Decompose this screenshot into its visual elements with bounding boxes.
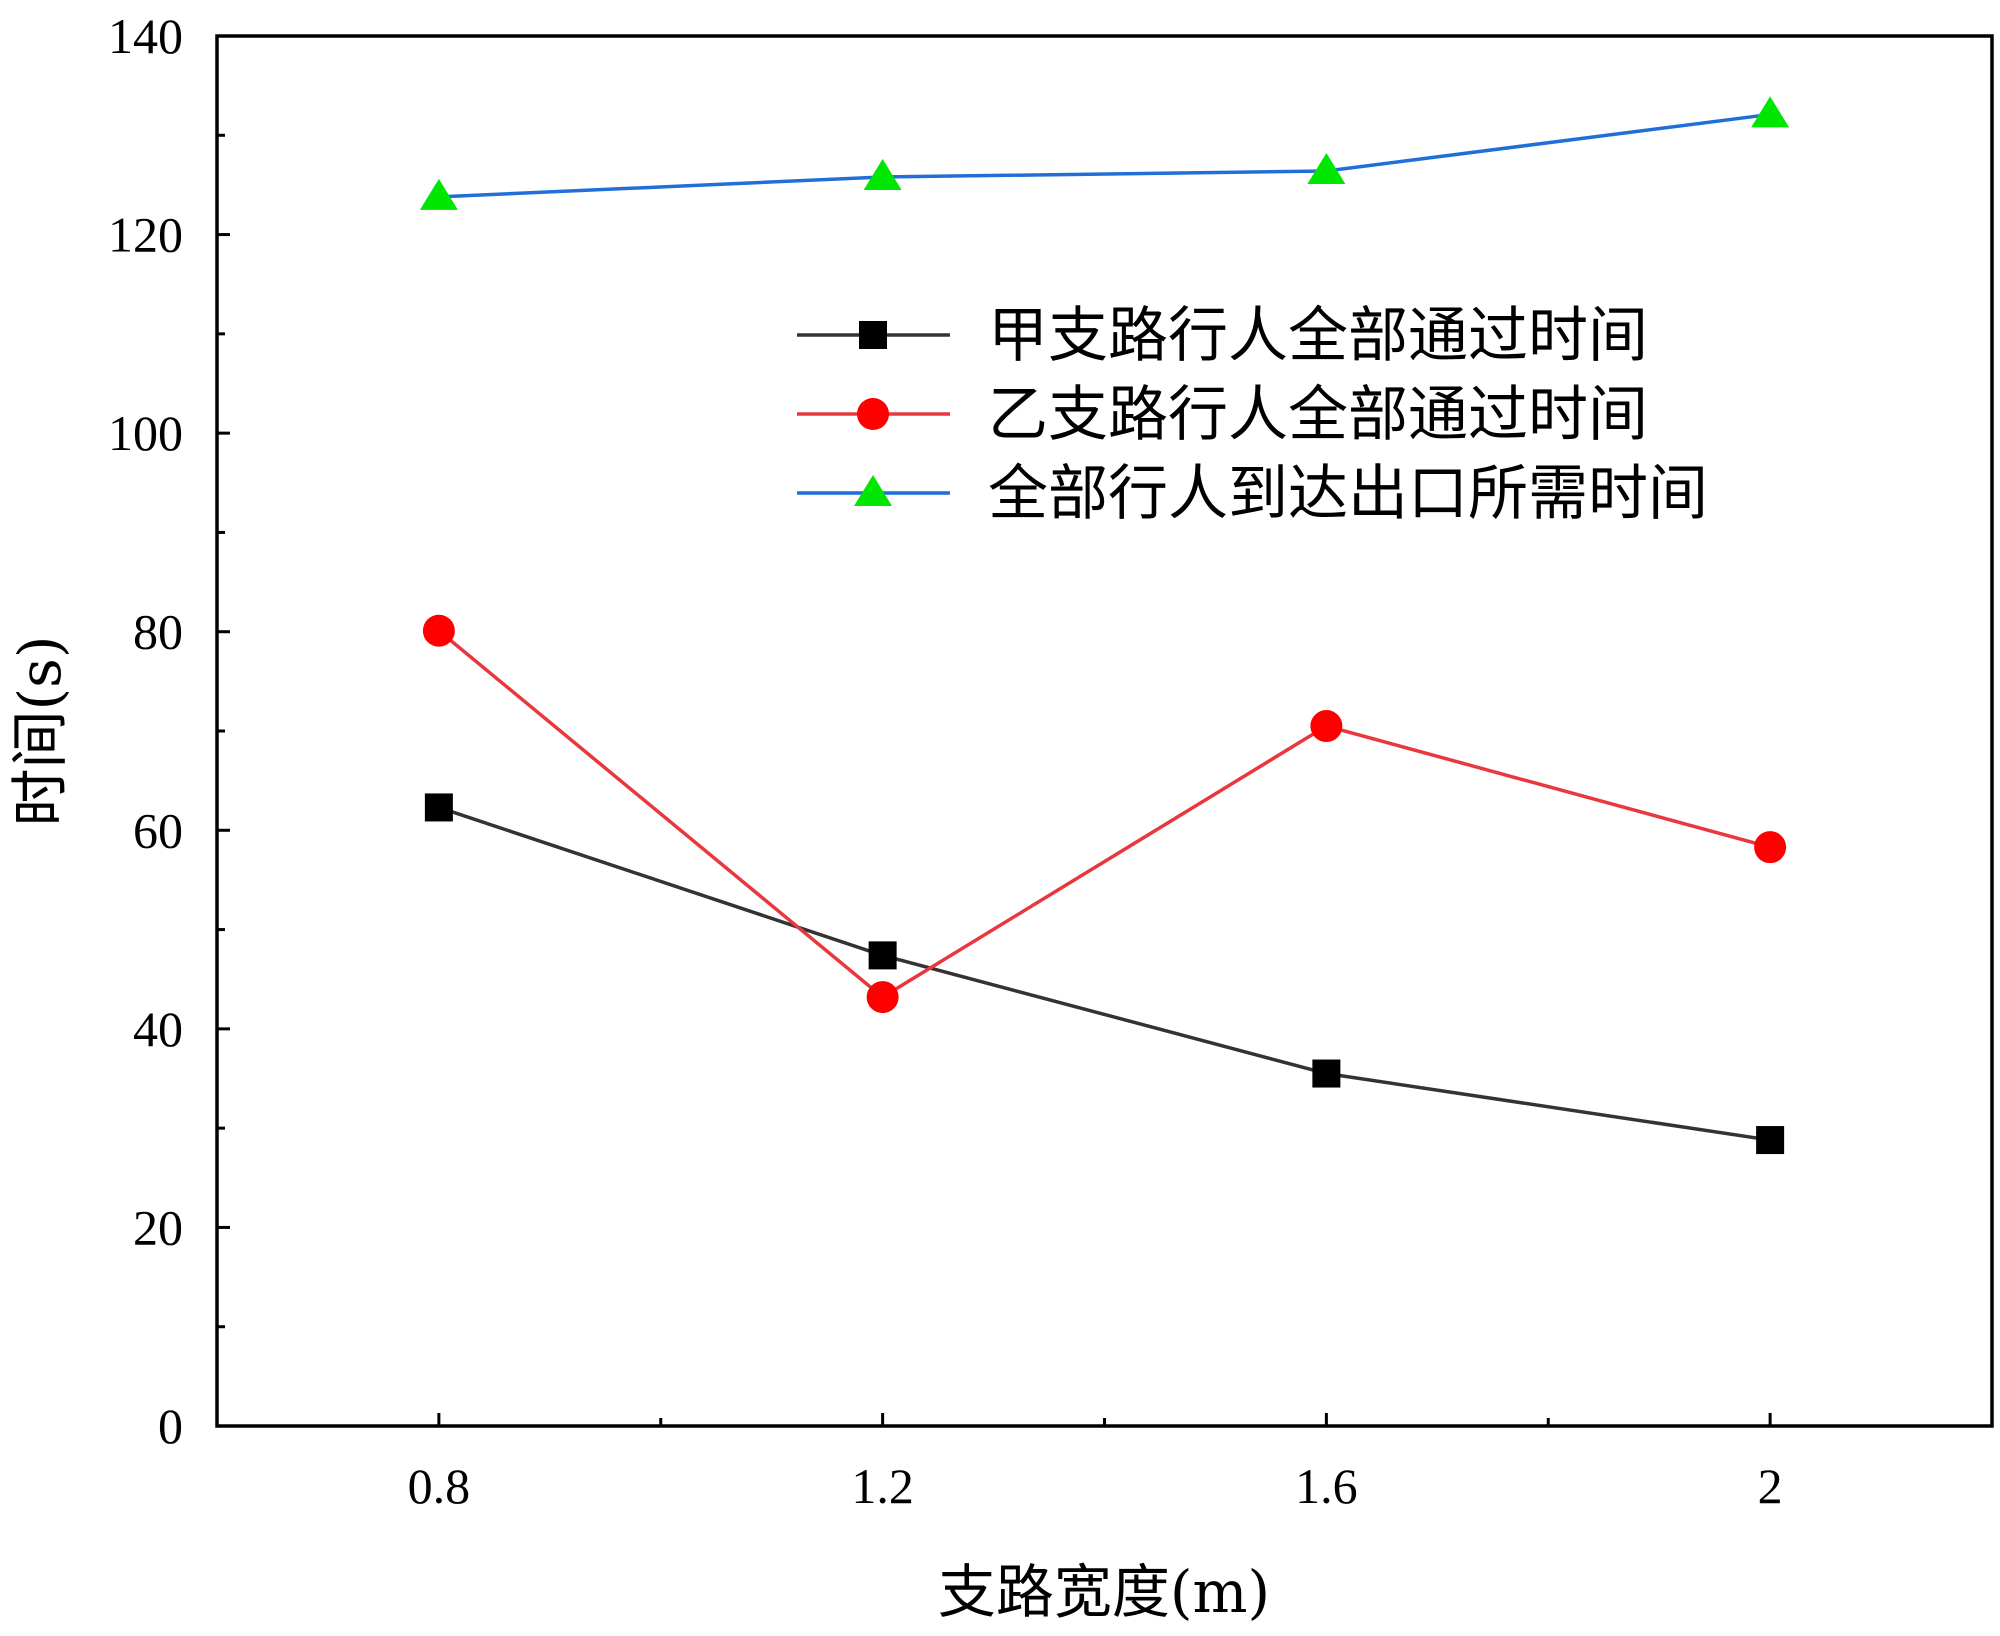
legend-item: 乙支路行人全部通过时间 <box>797 380 1648 450</box>
legend-marker <box>854 475 892 506</box>
data-point <box>866 981 899 1014</box>
y-tick-label: 0 <box>158 1398 183 1454</box>
x-axis-title: 支路宽度(m) <box>938 1558 1270 1626</box>
x-axis: 0.8 1.2 1.6 2 <box>408 1413 1783 1514</box>
legend-item: 全部行人到达出口所需时间 <box>797 459 1708 529</box>
x-tick-label: 2 <box>1758 1458 1783 1514</box>
y-tick-label: 140 <box>108 8 183 64</box>
data-point <box>868 941 897 970</box>
series-layer <box>419 96 1790 1155</box>
y-axis-title: 时间(s) <box>6 635 74 826</box>
data-point <box>1751 96 1790 128</box>
y-axis: 0 20 40 60 80 100 120 140 <box>108 8 230 1454</box>
x-tick-label: 1.2 <box>851 1458 914 1514</box>
legend-label: 甲支路行人全部通过时间 <box>988 301 1648 371</box>
data-point <box>1312 1059 1341 1088</box>
x-tick-label: 0.8 <box>408 1458 471 1514</box>
plot-frame <box>215 34 1994 1428</box>
data-point <box>1754 831 1787 864</box>
y-tick-label: 100 <box>108 405 183 461</box>
series-1 <box>424 793 1785 1155</box>
y-tick-label: 80 <box>133 604 183 660</box>
data-point <box>1307 153 1346 185</box>
y-tick-label: 40 <box>133 1001 183 1057</box>
y-tick-label: 120 <box>108 207 183 263</box>
legend-item: 甲支路行人全部通过时间 <box>797 301 1648 371</box>
legend-label: 乙支路行人全部通过时间 <box>988 380 1648 450</box>
series-3 <box>419 96 1790 210</box>
series-2 <box>422 614 1787 1014</box>
data-point <box>1756 1126 1785 1155</box>
y-tick-label: 60 <box>133 802 183 858</box>
data-point <box>1310 710 1343 743</box>
data-point <box>419 178 458 210</box>
legend-marker <box>857 398 889 430</box>
y-tick-label: 20 <box>133 1199 183 1255</box>
data-point <box>424 793 453 822</box>
series-line <box>438 112 1771 199</box>
data-point <box>422 614 455 647</box>
series-line <box>437 629 1771 1000</box>
data-point <box>863 158 902 190</box>
x-tick-label: 1.6 <box>1295 1458 1358 1514</box>
legend-label: 全部行人到达出口所需时间 <box>988 459 1708 529</box>
series-line <box>438 805 1771 1142</box>
legend-marker <box>859 321 887 349</box>
